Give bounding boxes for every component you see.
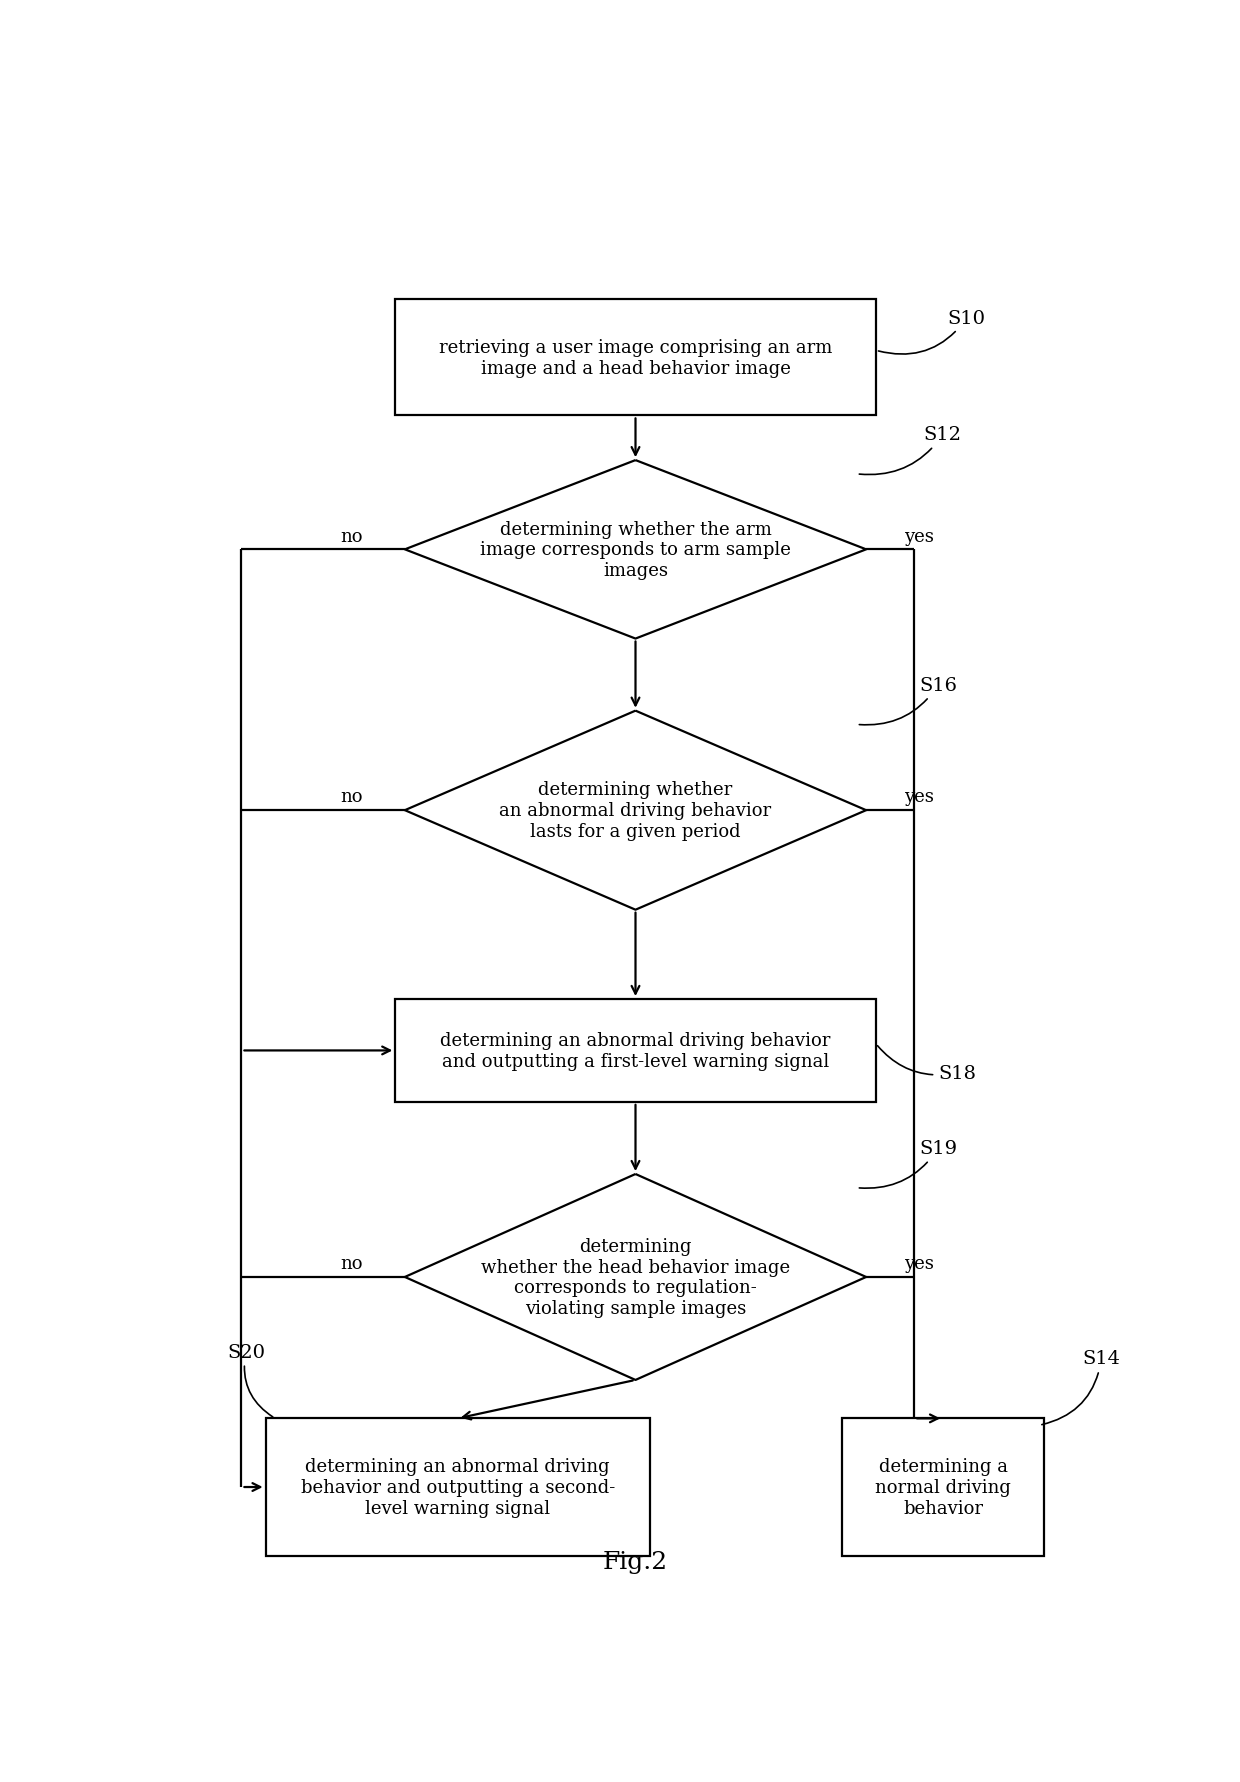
Text: determining a
normal driving
behavior: determining a normal driving behavior xyxy=(875,1458,1011,1516)
FancyBboxPatch shape xyxy=(842,1418,1044,1556)
Text: Fig.2: Fig.2 xyxy=(603,1550,668,1574)
FancyBboxPatch shape xyxy=(396,299,875,417)
Text: S18: S18 xyxy=(878,1046,976,1082)
Text: no: no xyxy=(341,788,363,805)
Text: determining an abnormal driving behavior
and outputting a first-level warning si: determining an abnormal driving behavior… xyxy=(440,1032,831,1071)
Text: no: no xyxy=(341,527,363,545)
Text: S12: S12 xyxy=(859,426,962,476)
Text: determining whether the arm
image corresponds to arm sample
images: determining whether the arm image corres… xyxy=(480,520,791,579)
Text: no: no xyxy=(341,1255,363,1272)
Text: S14: S14 xyxy=(1042,1349,1121,1426)
FancyBboxPatch shape xyxy=(265,1418,650,1556)
Polygon shape xyxy=(404,462,866,640)
Text: S19: S19 xyxy=(859,1140,957,1189)
Polygon shape xyxy=(404,711,866,911)
Text: yes: yes xyxy=(904,788,934,805)
Text: S16: S16 xyxy=(859,677,957,725)
Text: determining an abnormal driving
behavior and outputting a second-
level warning : determining an abnormal driving behavior… xyxy=(300,1458,615,1516)
Text: S20: S20 xyxy=(227,1344,273,1417)
Text: determining whether
an abnormal driving behavior
lasts for a given period: determining whether an abnormal driving … xyxy=(500,781,771,841)
Text: retrieving a user image comprising an arm
image and a head behavior image: retrieving a user image comprising an ar… xyxy=(439,339,832,378)
Text: determining
whether the head behavior image
corresponds to regulation-
violating: determining whether the head behavior im… xyxy=(481,1237,790,1317)
Text: yes: yes xyxy=(904,1255,934,1272)
FancyBboxPatch shape xyxy=(396,1000,875,1103)
Text: S10: S10 xyxy=(878,310,986,355)
Polygon shape xyxy=(404,1174,866,1379)
Text: yes: yes xyxy=(904,527,934,545)
